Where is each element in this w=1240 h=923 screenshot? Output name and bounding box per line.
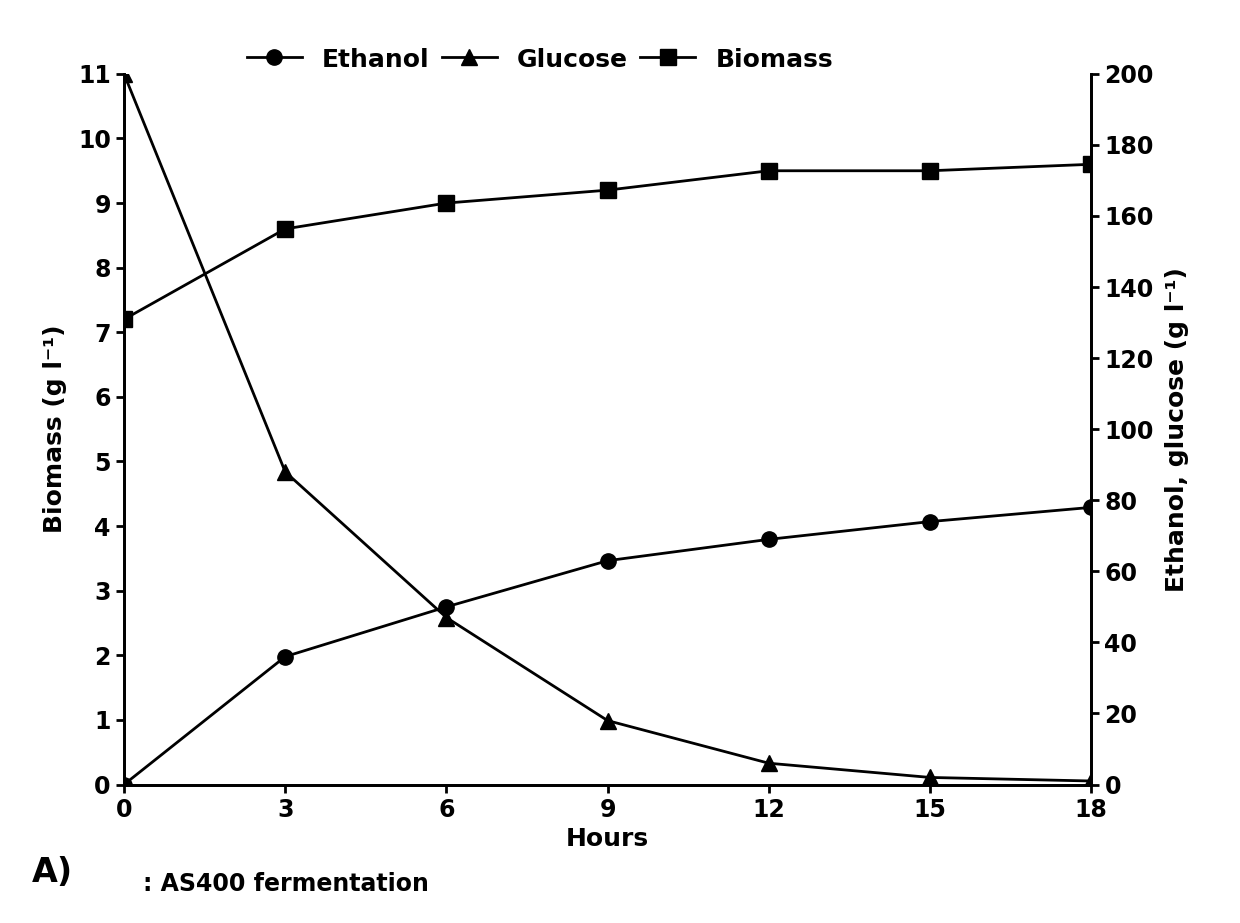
Ethanol [1084, 502, 1099, 513]
Biomass [761, 165, 776, 176]
X-axis label: Hours: Hours [565, 827, 650, 851]
Text: : AS400 fermentation: : AS400 fermentation [143, 872, 429, 896]
Biomass [439, 198, 454, 209]
Glucose [278, 466, 293, 477]
Biomass [117, 314, 131, 325]
Glucose [761, 758, 776, 769]
Text: A): A) [32, 856, 73, 889]
Ethanol [923, 516, 937, 527]
Glucose [1084, 775, 1099, 786]
Ethanol [761, 533, 776, 545]
Line: Biomass: Biomass [117, 157, 1099, 327]
Y-axis label: Ethanol, glucose (g l⁻¹): Ethanol, glucose (g l⁻¹) [1164, 267, 1189, 592]
Y-axis label: Biomass (g l⁻¹): Biomass (g l⁻¹) [43, 325, 67, 533]
Biomass [278, 223, 293, 234]
Biomass [600, 185, 615, 196]
Line: Glucose: Glucose [117, 66, 1099, 788]
Line: Ethanol: Ethanol [117, 499, 1099, 792]
Legend: Ethanol, Glucose, Biomass: Ethanol, Glucose, Biomass [247, 47, 833, 72]
Glucose [923, 772, 937, 783]
Glucose [117, 68, 131, 79]
Ethanol [278, 651, 293, 662]
Biomass [1084, 159, 1099, 170]
Biomass [923, 165, 937, 176]
Ethanol [117, 779, 131, 790]
Ethanol [600, 555, 615, 566]
Glucose [600, 715, 615, 726]
Glucose [439, 612, 454, 623]
Ethanol [439, 602, 454, 613]
